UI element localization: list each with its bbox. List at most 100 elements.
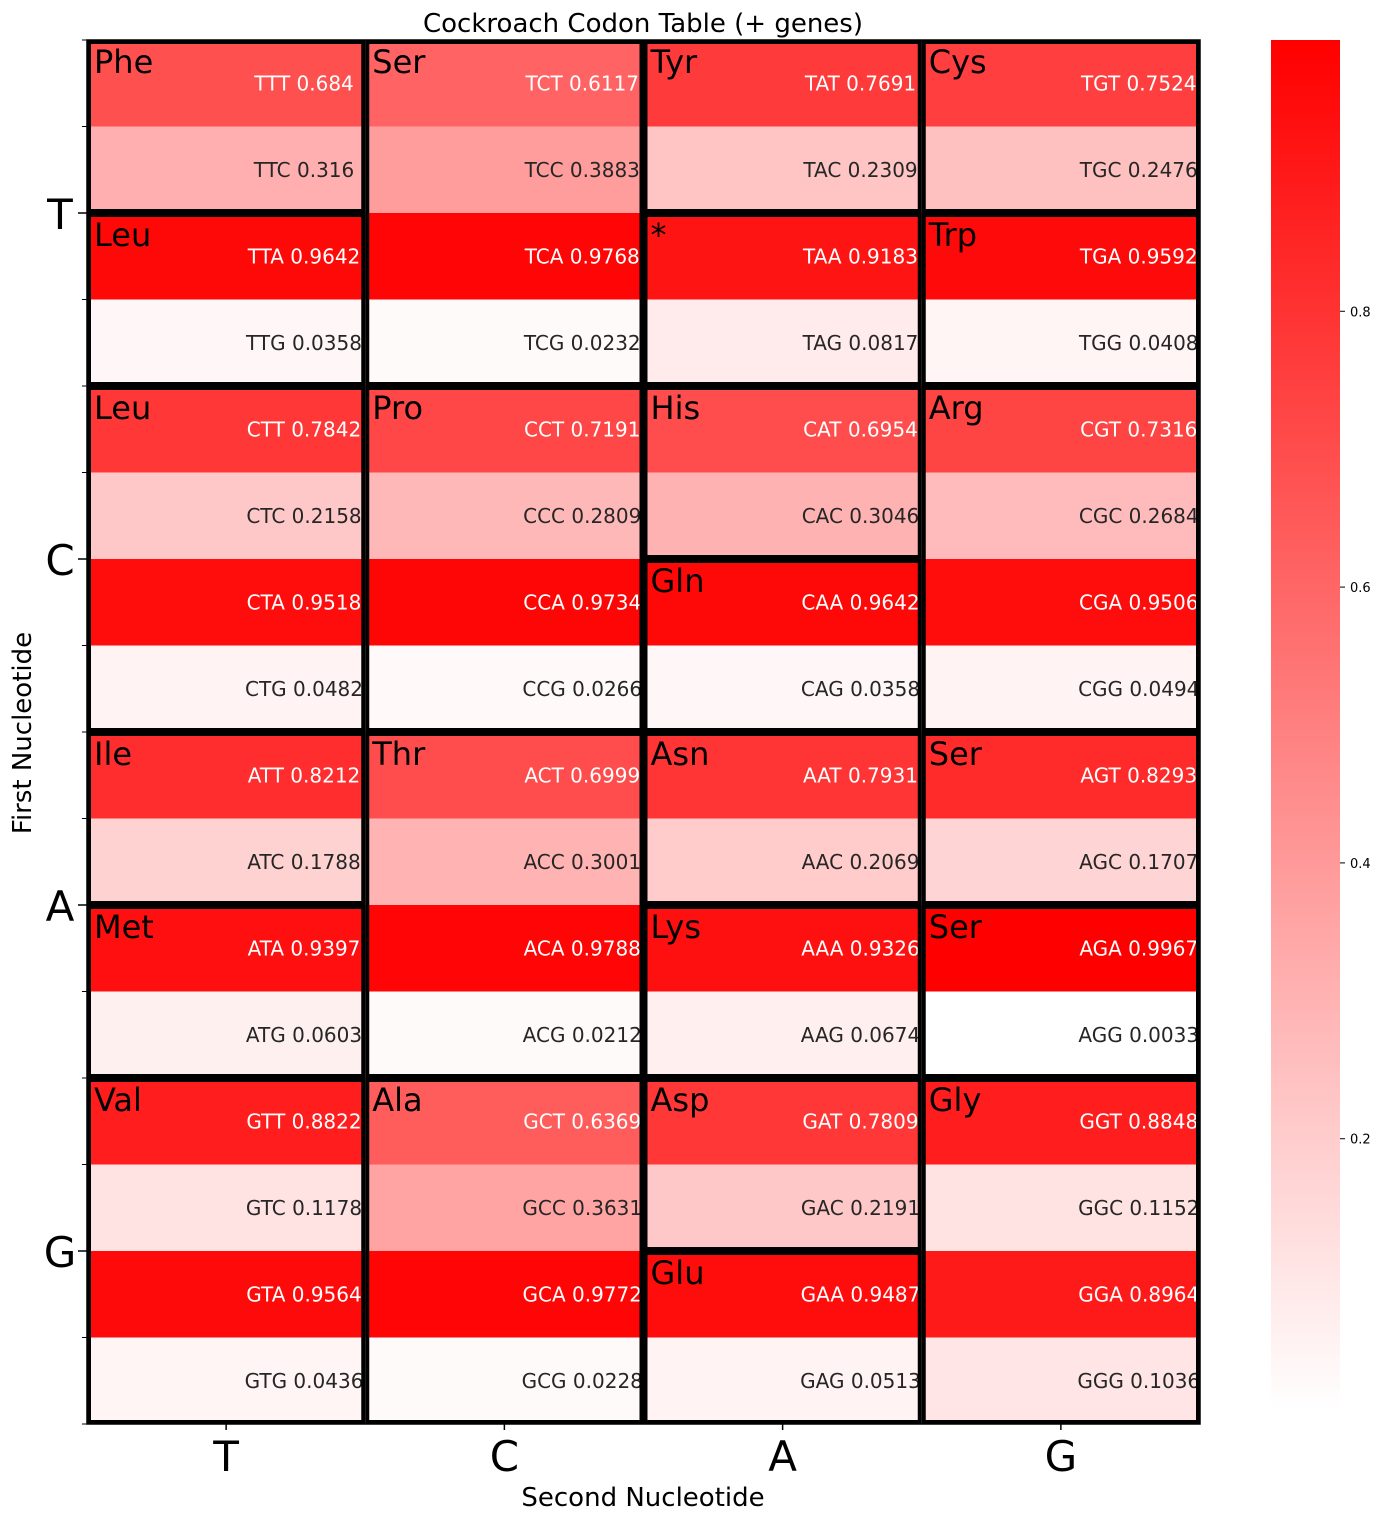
heatmap-cell <box>643 386 922 473</box>
heatmap-cell <box>365 732 644 819</box>
amino-acid-label: * <box>651 216 667 254</box>
heatmap-cell <box>365 559 644 646</box>
cell-value-label: GCA 0.9772 <box>523 1282 642 1306</box>
amino-acid-group-border <box>643 559 922 732</box>
cell-value-label: TAC 0.2309 <box>802 158 917 182</box>
heatmap-cell <box>643 645 922 732</box>
heatmap-cell <box>921 1078 1200 1165</box>
heatmap-cell <box>87 299 366 386</box>
cell-value-label: GAT 0.7809 <box>802 1109 918 1133</box>
heatmap-cell <box>921 1164 1200 1251</box>
amino-acid-label: Ile <box>94 735 132 773</box>
cell-value-label: ATA 0.9397 <box>248 936 361 960</box>
y-axis-label: First Nucleotide <box>8 632 38 834</box>
amino-acid-group-border <box>643 40 922 213</box>
amino-acid-group-border <box>365 40 644 386</box>
amino-acid-group-border <box>643 213 922 386</box>
heatmap-cell <box>87 40 366 127</box>
heatmap-cell <box>365 1337 644 1424</box>
x-axis-label: Second Nucleotide <box>521 1483 764 1513</box>
amino-acid-label: Ser <box>929 908 983 946</box>
amino-acid-group-border <box>921 732 1200 905</box>
cell-value-label: GTA 0.9564 <box>246 1282 361 1306</box>
heatmap-cell <box>643 559 922 646</box>
cell-value-label: TCG 0.0232 <box>523 331 641 355</box>
cell-value-label: CCA 0.9734 <box>523 590 641 614</box>
heatmap-cell <box>643 1337 922 1424</box>
cell-value-label: TTG 0.0358 <box>245 331 362 355</box>
cell-value-label: GGA 0.8964 <box>1078 1282 1199 1306</box>
cell-value-label: AGG 0.0033 <box>1078 1023 1199 1047</box>
y-tick-label: A <box>46 882 75 931</box>
amino-acid-label: Arg <box>929 389 984 427</box>
heatmap-cell <box>87 991 366 1078</box>
cell-value-label: TCA 0.9768 <box>524 244 640 268</box>
y-tick-label: T <box>46 190 73 239</box>
cell-value-label: TAT 0.7691 <box>804 71 916 95</box>
heatmap-cell <box>921 559 1200 646</box>
heatmap-cell <box>87 1251 366 1338</box>
cell-value-label: AGA 0.9967 <box>1079 936 1198 960</box>
cell-value-label: ATG 0.0603 <box>246 1023 362 1047</box>
amino-acid-label: Met <box>94 908 154 946</box>
heatmap-cell <box>921 818 1200 905</box>
cell-value-label: CCG 0.0266 <box>522 677 642 701</box>
amino-acid-group-border <box>921 1078 1200 1424</box>
heatmap-cell <box>921 299 1200 386</box>
heatmap-cell <box>365 386 644 473</box>
cell-value-label: GAA 0.9487 <box>801 1282 921 1306</box>
heatmap-cell <box>643 991 922 1078</box>
x-tick-label: C <box>490 1432 519 1481</box>
cell-value-label: GAG 0.0513 <box>800 1369 921 1393</box>
heatmap-cell <box>87 1337 366 1424</box>
amino-acid-group-border <box>921 386 1200 732</box>
heatmap-cell <box>643 905 922 992</box>
cell-value-label: CGC 0.2684 <box>1079 504 1199 528</box>
heatmap-cell <box>643 472 922 559</box>
cell-value-label: GGC 0.1152 <box>1078 1196 1199 1220</box>
cell-value-label: ACG 0.0212 <box>523 1023 642 1047</box>
cell-value-label: CGG 0.0494 <box>1078 677 1199 701</box>
cell-value-label: ACT 0.6999 <box>524 763 640 787</box>
amino-acid-label: Ala <box>372 1081 422 1119</box>
colorbar-gradient <box>1271 40 1340 1410</box>
cell-value-label: TTA 0.9642 <box>247 244 361 268</box>
amino-acid-label: Tyr <box>650 43 699 81</box>
cell-value-label: GCC 0.3631 <box>522 1196 642 1220</box>
heatmap-cell <box>87 472 366 559</box>
heatmap-cell <box>921 732 1200 819</box>
cell-value-label: TAG 0.0817 <box>802 331 919 355</box>
cell-value-label: GTT 0.8822 <box>246 1109 361 1133</box>
amino-acid-label: Gly <box>929 1081 982 1119</box>
colorbar-tick-label: 0.8 <box>1350 305 1371 320</box>
cell-value-label: CCT 0.7191 <box>524 417 640 441</box>
amino-acid-group-border <box>921 213 1200 386</box>
heatmap-cell <box>643 818 922 905</box>
amino-acid-group-border <box>87 1078 366 1424</box>
heatmap-cell <box>365 991 644 1078</box>
heatmap-cell <box>921 40 1200 127</box>
amino-acid-label: Pro <box>372 389 423 427</box>
cell-value-label: AGT 0.8293 <box>1080 763 1197 787</box>
cell-value-label: AAG 0.0674 <box>801 1023 920 1047</box>
y-tick-label: G <box>44 1228 77 1277</box>
amino-acid-label: Trp <box>928 216 977 254</box>
cell-value-label: TCC 0.3883 <box>524 158 640 182</box>
cell-value-label: CTC 0.2158 <box>246 504 361 528</box>
cell-value-label: TTT 0.684 <box>253 71 354 95</box>
colorbar-tick-label: 0.2 <box>1350 1133 1371 1148</box>
amino-acid-group-border <box>365 386 644 732</box>
heatmap-cell <box>643 299 922 386</box>
cell-value-label: GCT 0.6369 <box>523 1109 641 1133</box>
heatmap-cell <box>921 472 1200 559</box>
amino-acid-label: Asp <box>651 1081 710 1119</box>
y-tick-label: C <box>45 536 74 585</box>
cell-value-label: GGG 0.1036 <box>1077 1369 1200 1393</box>
amino-acid-group-border <box>643 1078 922 1251</box>
heatmap-cell <box>921 905 1200 992</box>
heatmap-cell <box>365 472 644 559</box>
amino-acid-groups: Phe Leu Ser Tyr * Cys Trp Leu Pro His Gln Arg Ile Met… <box>87 40 1200 1424</box>
amino-acid-group-border <box>921 40 1200 213</box>
colorbar: 0.2 0.4 0.6 0.8 <box>1271 40 1371 1410</box>
cell-value-label: CTG 0.0482 <box>245 677 363 701</box>
